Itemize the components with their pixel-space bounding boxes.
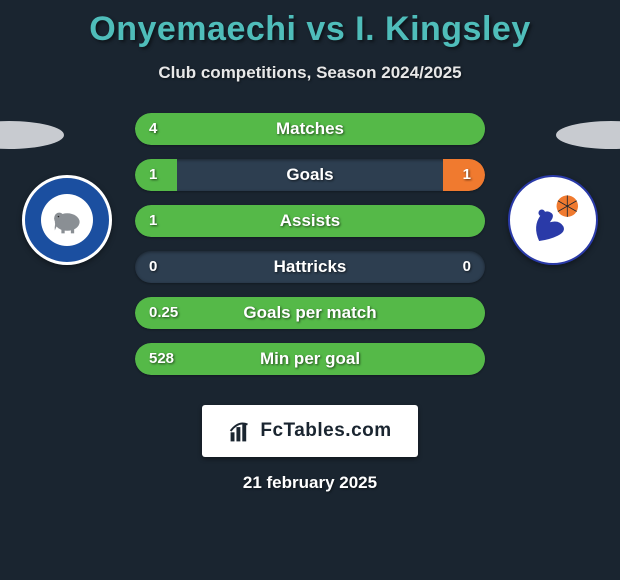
chart-icon [228,418,254,444]
stat-label: Goals [135,159,485,191]
club-badge-left-inner [41,194,93,246]
stat-label: Assists [135,205,485,237]
stat-row: 4Matches [135,113,485,145]
stat-label: Matches [135,113,485,145]
player-oval-left [0,121,64,149]
club-badge-left [22,175,112,265]
stat-row: 1Assists [135,205,485,237]
stat-label: Min per goal [135,343,485,375]
footer-brand-text: FcTables.com [260,420,391,442]
stat-row: 528Min per goal [135,343,485,375]
elephant-icon [49,202,85,238]
stat-bars-container: 4Matches 11Goals 1Assists 00Hattricks 0.25Go… [135,113,485,389]
club-badge-right [508,175,598,265]
subtitle: Club competitions, Season 2024/2025 [0,63,620,83]
club-emblem-icon [519,186,586,253]
page-title: Onyemaechi vs I. Kingsley [0,0,620,49]
stat-row: 11Goals [135,159,485,191]
comparison-arena: 4Matches 11Goals 1Assists 00Hattricks 0.25Go… [0,103,620,393]
stat-label: Goals per match [135,297,485,329]
footer-brand-logo[interactable]: FcTables.com [202,405,418,457]
stat-label: Hattricks [135,251,485,283]
date-label: 21 february 2025 [0,473,620,493]
stat-row: 00Hattricks [135,251,485,283]
stat-row: 0.25Goals per match [135,297,485,329]
player-oval-right [556,121,620,149]
